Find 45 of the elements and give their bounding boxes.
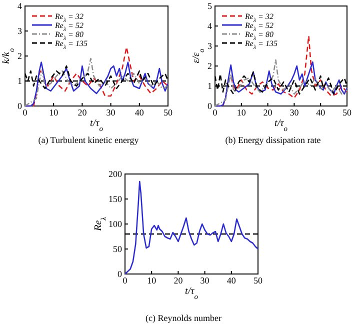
legend-label: Re$_{λ}$ = 32 <box>54 12 84 24</box>
text: (a) Turbulent kinetic energy <box>38 135 140 145</box>
y-tick-label: 3 <box>208 40 212 51</box>
text: (b) Energy dissipation rate <box>225 135 321 145</box>
legend-label: Re$_{λ}$ = 135 <box>244 39 278 51</box>
x-axis-title: t/τ$_{o}$ <box>274 118 288 132</box>
x-tick-label: 40 <box>316 107 326 118</box>
x-tick-label: 20 <box>174 275 184 286</box>
x-tick-label: 20 <box>263 107 273 118</box>
x-tick-label: 40 <box>226 275 236 286</box>
legend-label: Re$_{λ}$ = 80 <box>54 30 84 42</box>
x-tick-label: 10 <box>49 107 59 118</box>
x-tick-label: 30 <box>106 107 116 118</box>
y-tick-label: 2 <box>18 50 22 61</box>
x-tick-label: 40 <box>134 107 144 118</box>
x-tick-label: 10 <box>147 275 157 286</box>
x-axis-title: t/τ$_{o}$ <box>185 286 198 300</box>
y-tick-label: 0 <box>118 268 122 279</box>
x-tick-label: 20 <box>78 107 88 118</box>
y-tick-label: 1 <box>18 76 22 86</box>
x-axis-title: t/τ$_{o}$ <box>90 118 104 132</box>
x-tick-label: 50 <box>342 107 352 118</box>
y-tick-label: 150 <box>108 194 122 204</box>
y-tick-label: 0 <box>208 100 212 111</box>
y-tick-label: 2 <box>208 60 212 71</box>
y-tick-label: 1 <box>208 80 212 91</box>
x-tick-label: 30 <box>200 275 210 286</box>
x-tick-label: 50 <box>164 107 173 118</box>
legend-label: Re$_{λ}$ = 135 <box>54 39 88 51</box>
legend-label: Re$_{λ}$ = 52 <box>244 21 274 33</box>
y-tick-label: 3 <box>18 26 22 36</box>
y-tick-label: 0 <box>18 100 22 111</box>
legend-label: Re$_{λ}$ = 32 <box>244 12 274 24</box>
y-tick-label: 50 <box>113 244 122 254</box>
y-tick-label: 4 <box>208 20 212 31</box>
y-tick-label: 200 <box>108 168 122 179</box>
x-tick-label: 50 <box>254 275 263 286</box>
text: (c) Reynolds number <box>146 313 222 323</box>
x-tick-label: 10 <box>236 107 246 118</box>
y-tick-label: 4 <box>18 0 22 11</box>
legend-label: Re$_{λ}$ = 52 <box>54 21 84 33</box>
x-tick-label: 30 <box>290 107 300 118</box>
legend-label: Re$_{λ}$ = 80 <box>244 30 274 42</box>
y-tick-label: 5 <box>208 0 212 11</box>
y-tick-label: 100 <box>108 218 122 229</box>
